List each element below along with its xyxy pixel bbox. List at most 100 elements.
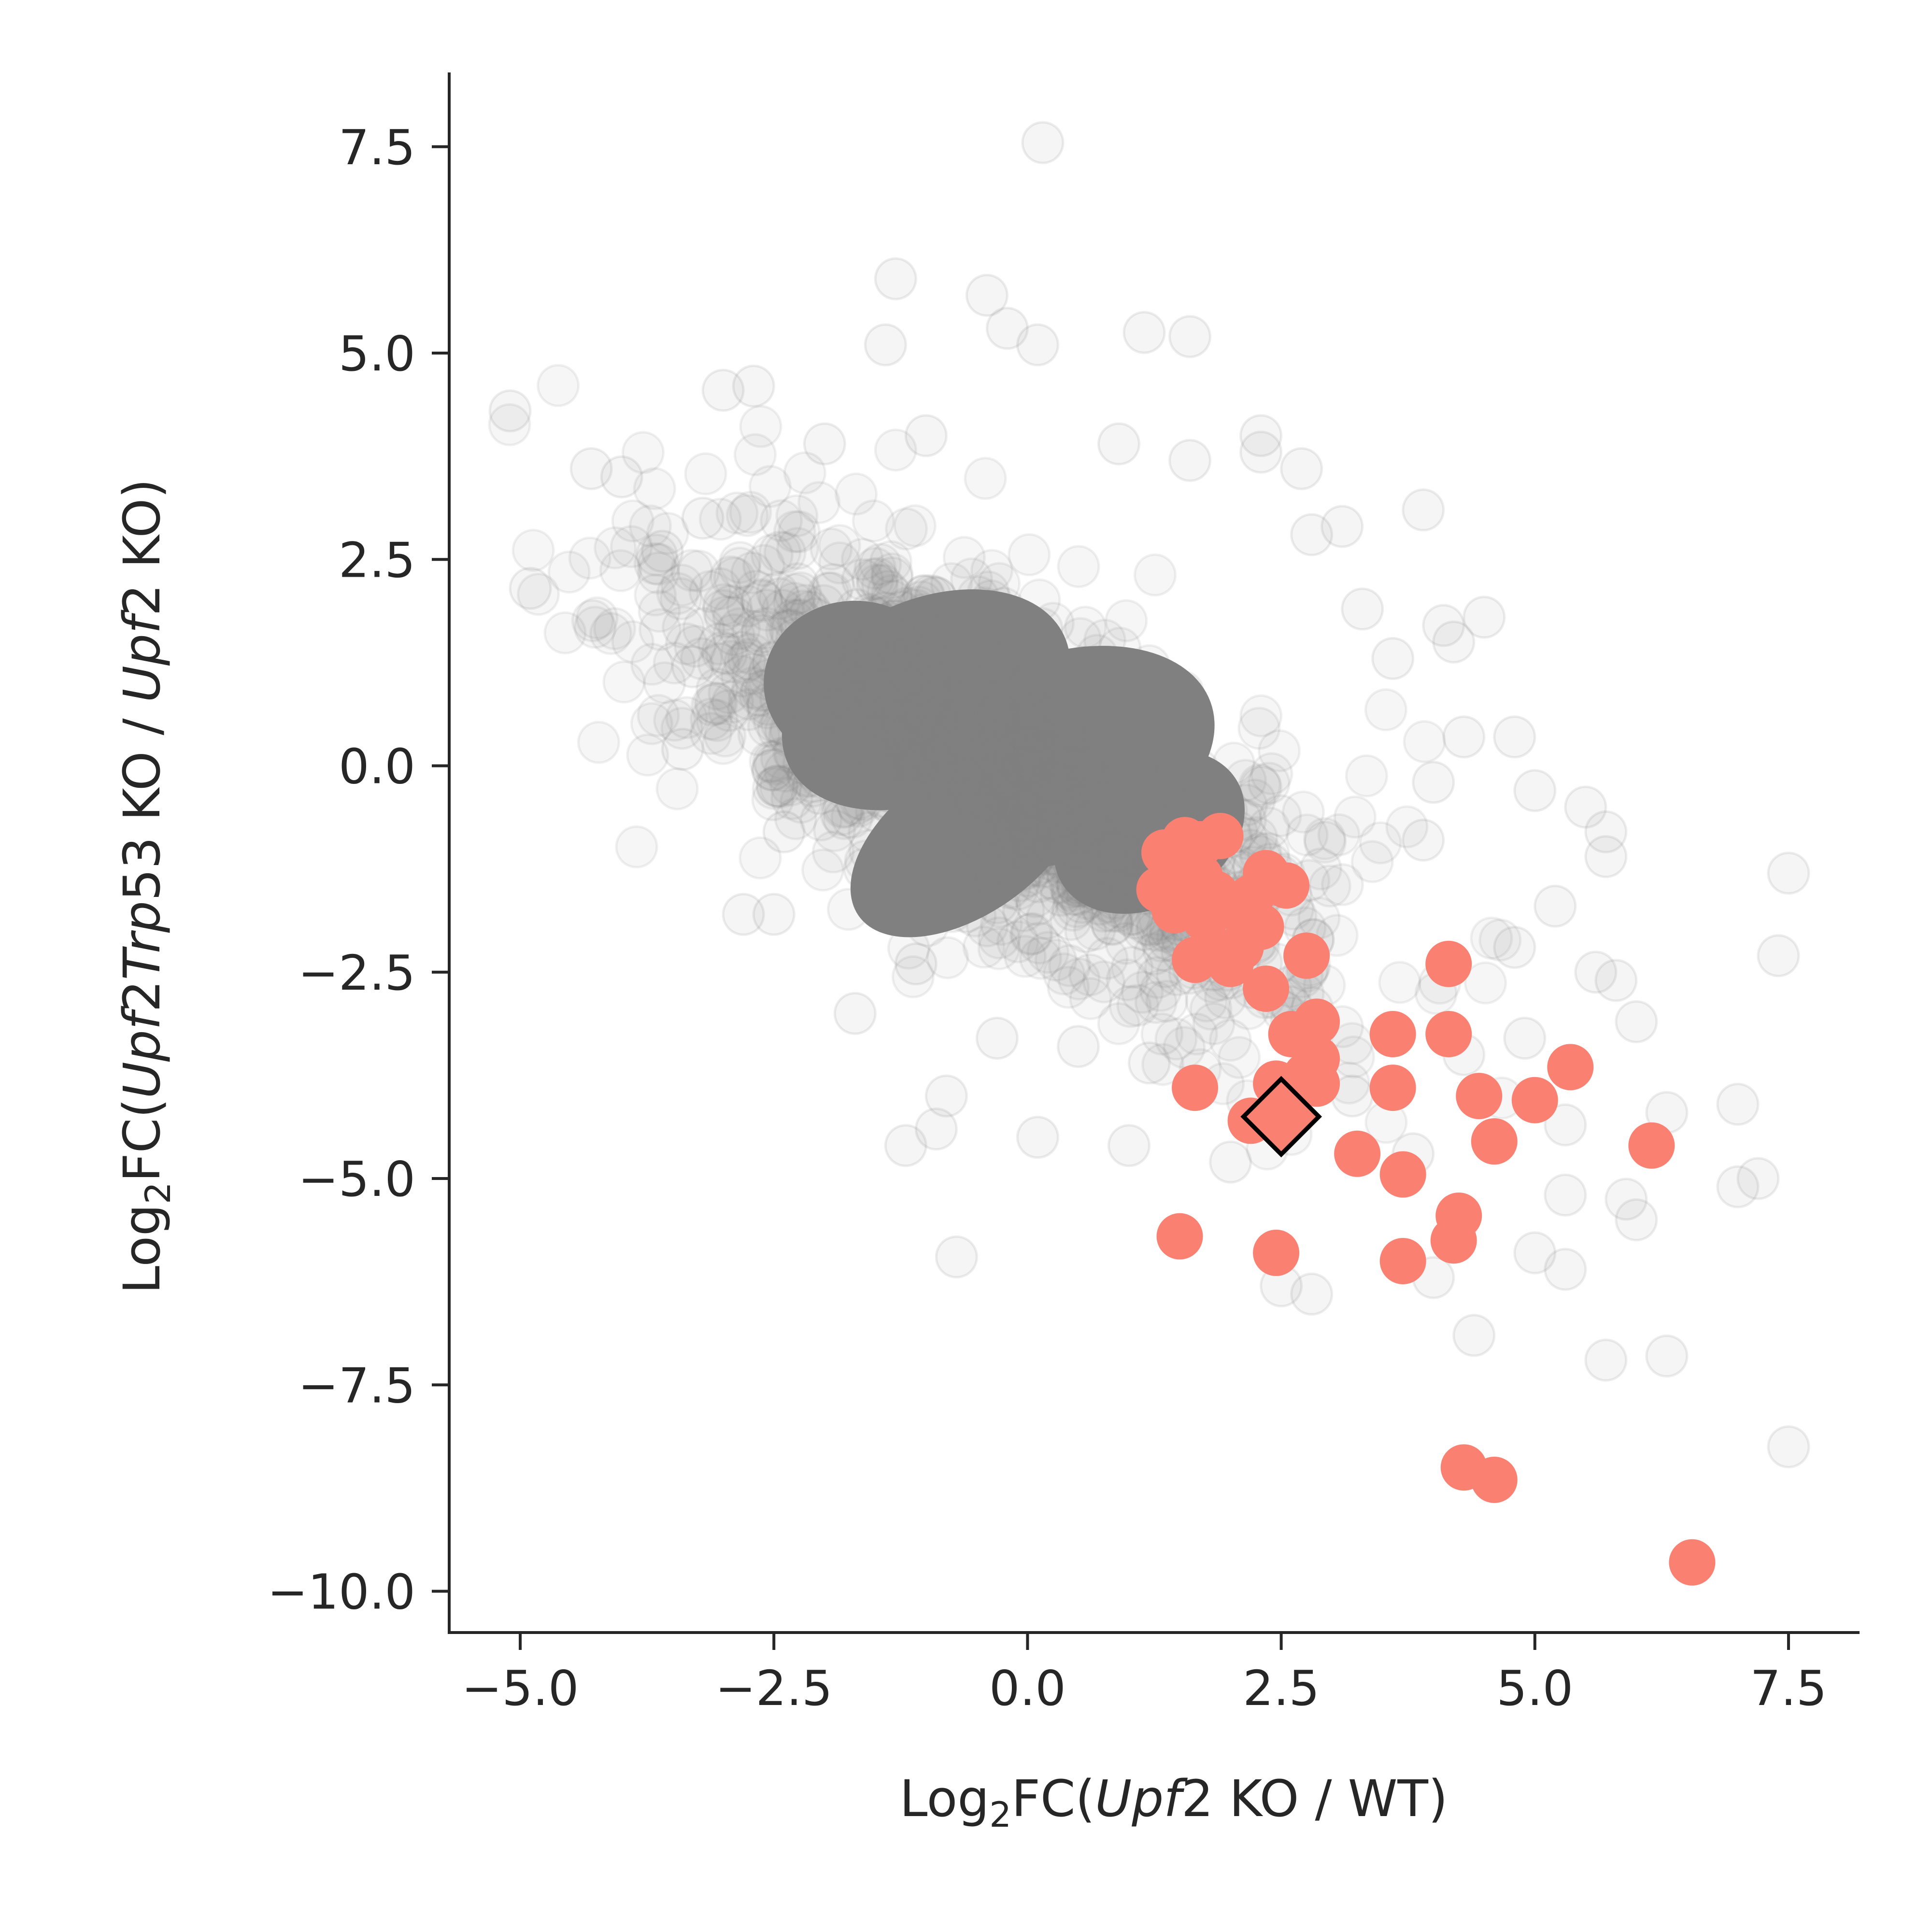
background-point: [1004, 848, 1047, 891]
background-point: [996, 613, 1040, 656]
background-point: [1047, 829, 1090, 873]
background-point: [1005, 710, 1049, 753]
highlight-point: [1430, 1217, 1477, 1264]
background-point: [635, 533, 679, 577]
background-point: [1385, 805, 1429, 849]
background-point: [783, 451, 826, 495]
background-point: [994, 705, 1038, 749]
background-point: [794, 698, 837, 742]
background-point: [1022, 818, 1065, 861]
background-point: [1026, 799, 1070, 842]
background-point: [1128, 703, 1171, 746]
background-point: [868, 724, 912, 767]
background-point: [952, 846, 995, 890]
background-point: [1073, 675, 1117, 718]
background-point: [1192, 1002, 1236, 1046]
background-point: [953, 693, 996, 736]
background-point: [1108, 775, 1152, 819]
background-point: [1100, 710, 1144, 753]
background-point: [1098, 626, 1142, 670]
background-point: [637, 694, 680, 737]
background-point: [1069, 977, 1112, 1020]
background-point: [853, 670, 897, 714]
background-point: [983, 758, 1026, 802]
background-point: [691, 683, 734, 727]
background-point: [634, 573, 677, 617]
background-point: [1021, 779, 1065, 822]
background-point: [1018, 578, 1061, 622]
background-point: [920, 664, 963, 707]
background-point: [575, 596, 619, 639]
background-point: [701, 631, 744, 674]
background-point: [853, 694, 896, 738]
background-point: [1078, 882, 1122, 926]
background-point: [1075, 634, 1119, 677]
background-point: [773, 573, 817, 616]
background-point: [680, 637, 723, 681]
background-point: [929, 716, 972, 760]
background-point: [970, 618, 1013, 661]
background-point: [925, 830, 969, 873]
background-point: [872, 599, 916, 642]
background-point: [1037, 861, 1080, 905]
background-point: [824, 658, 867, 702]
background-point: [1218, 1036, 1261, 1079]
background-point: [1066, 646, 1110, 689]
background-point: [991, 683, 1035, 727]
y-tick-label: −10.0: [268, 1564, 415, 1620]
background-point: [1015, 690, 1058, 734]
background-point: [839, 721, 882, 765]
background-point: [1000, 686, 1043, 730]
background-point: [942, 673, 985, 717]
background-point: [985, 797, 1029, 841]
background-point: [977, 856, 1021, 900]
background-point: [1010, 715, 1053, 759]
background-point: [764, 709, 807, 752]
background-point: [1017, 750, 1060, 793]
background-point: [900, 792, 943, 835]
background-point: [987, 817, 1031, 860]
background-point: [1007, 800, 1051, 844]
background-point: [884, 648, 928, 691]
background-point: [922, 685, 965, 728]
background-point: [1116, 719, 1160, 763]
background-point: [1189, 987, 1233, 1031]
background-point: [1047, 706, 1091, 750]
background-point: [1071, 758, 1114, 802]
background-point: [890, 764, 933, 808]
background-point: [882, 604, 926, 648]
background-point: [881, 635, 924, 678]
background-point: [1055, 726, 1099, 770]
highlight-point: [1253, 1229, 1300, 1276]
background-point: [1143, 763, 1186, 807]
background-point: [752, 740, 796, 783]
background-point: [898, 608, 941, 652]
background-point: [911, 649, 954, 693]
background-point: [998, 790, 1042, 834]
background-point: [1006, 735, 1050, 778]
background-point: [960, 870, 1004, 914]
background-point: [639, 608, 682, 651]
background-point: [842, 634, 885, 678]
background-point: [1238, 763, 1281, 807]
background-point: [1122, 311, 1166, 354]
background-point: [1001, 780, 1044, 824]
background-point: [1043, 692, 1086, 736]
background-point: [637, 542, 680, 586]
background-point: [894, 633, 938, 676]
background-point: [1024, 719, 1067, 763]
background-point: [992, 796, 1035, 840]
background-point: [1716, 1082, 1760, 1126]
background-point: [925, 801, 968, 844]
background-point: [1025, 731, 1069, 775]
background-point: [1182, 777, 1225, 821]
background-point: [866, 713, 909, 757]
background-point: [1056, 865, 1100, 909]
background-point: [913, 610, 956, 653]
background-point: [904, 793, 948, 836]
background-point: [844, 624, 888, 668]
background-point: [998, 742, 1041, 785]
background-point: [1078, 778, 1122, 822]
background-point: [797, 666, 841, 710]
background-point: [940, 880, 983, 923]
